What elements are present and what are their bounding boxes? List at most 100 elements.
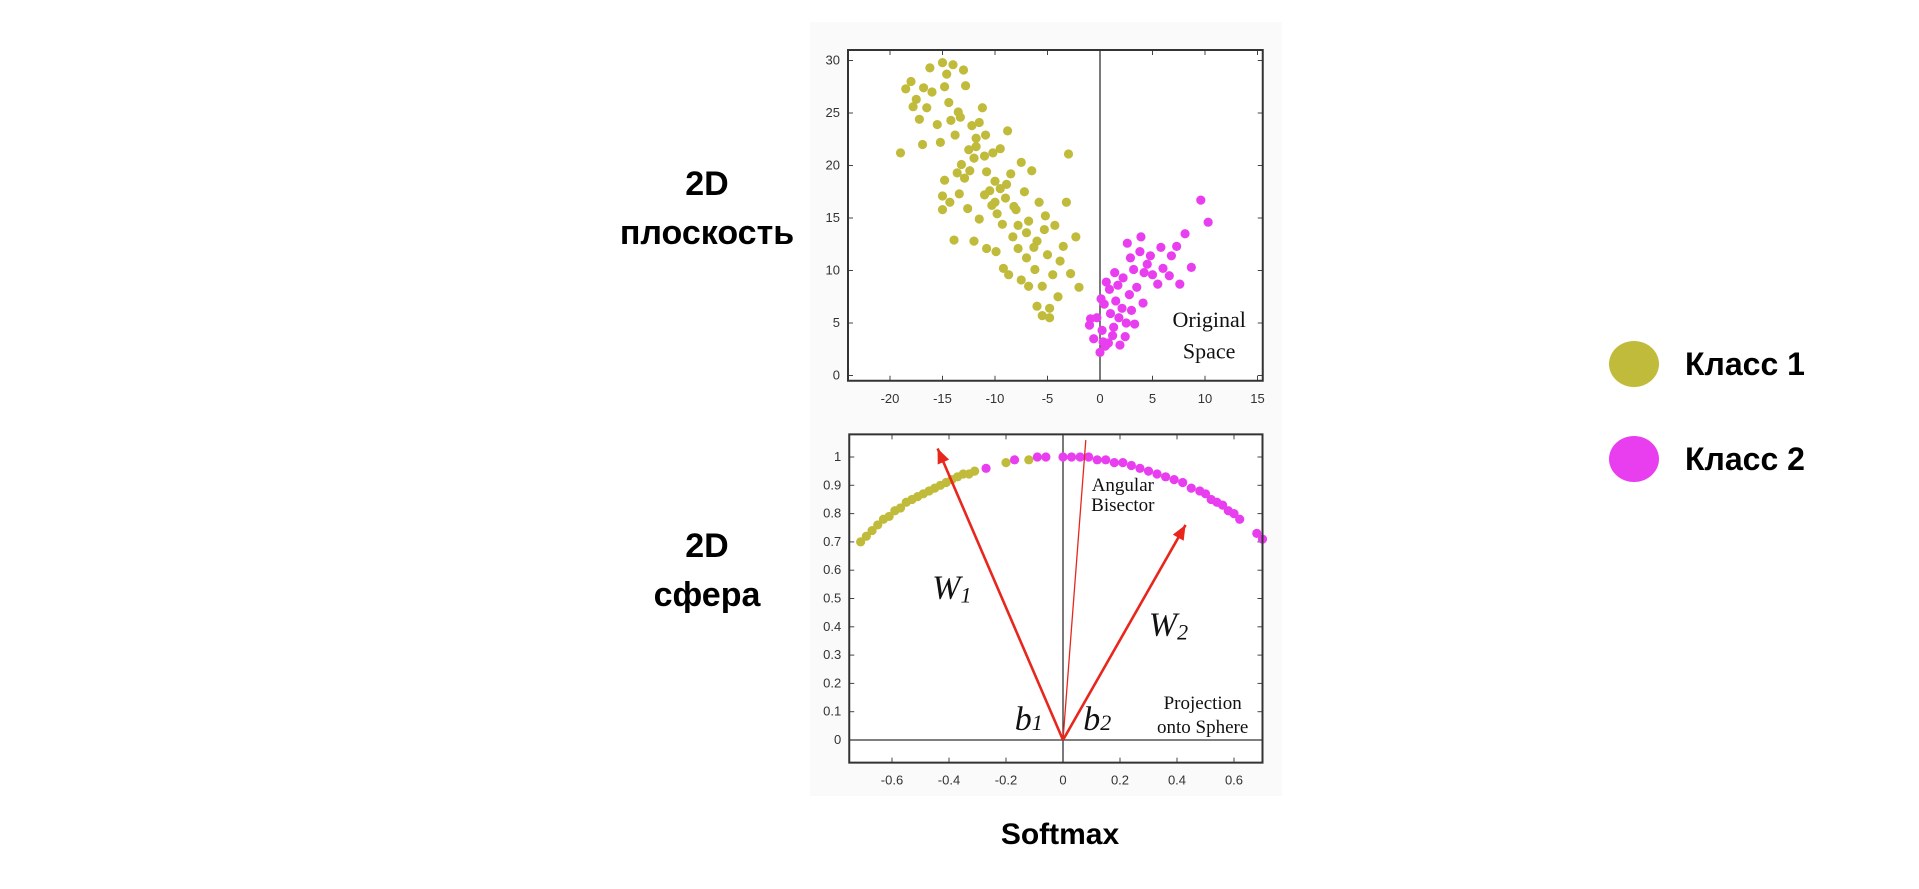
class1-point [971, 142, 981, 152]
class1-point [1074, 282, 1084, 292]
class1-point [884, 511, 894, 522]
class1-point [1055, 256, 1065, 266]
class2-point [1139, 268, 1149, 278]
class2-point [1135, 463, 1145, 473]
class1-point [1019, 187, 1029, 197]
class1-point [1029, 242, 1039, 252]
class1-point [1050, 220, 1060, 230]
class1-point [982, 167, 992, 177]
class2-point [1058, 452, 1068, 462]
class1-point [965, 166, 975, 176]
class2-point [1095, 347, 1105, 357]
class2-point [1169, 475, 1179, 485]
class2-point [1120, 332, 1130, 342]
class2-point [1164, 271, 1174, 281]
class1-point [861, 531, 871, 541]
class1-point [948, 60, 958, 70]
class1-point [1021, 253, 1032, 263]
annotation-original: Original [1173, 307, 1246, 332]
class1-point [1016, 275, 1026, 285]
class1-point [980, 130, 991, 140]
class1-point [937, 205, 948, 215]
annotation-space: Space [1183, 339, 1236, 364]
class1-point [1024, 281, 1034, 291]
sphere-label-line2: сфера [653, 576, 761, 614]
class2-point [1138, 298, 1148, 308]
class1-point [1009, 201, 1019, 212]
class2-point [1196, 195, 1206, 205]
class2-point [1092, 455, 1102, 465]
class2-point [1085, 314, 1096, 324]
class2-point [1166, 251, 1176, 261]
class1-point [949, 235, 959, 245]
x-tick-label: -0.2 [995, 773, 1017, 788]
class2-point [1075, 452, 1085, 462]
class2-point [1124, 290, 1134, 300]
class1-point [959, 173, 970, 183]
chart-1 [847, 49, 1264, 382]
class1-point [1021, 228, 1032, 238]
sphere-label: 2D сфера [587, 522, 827, 620]
class2-point [1147, 270, 1158, 280]
x-tick-label: 0.6 [1225, 773, 1243, 788]
class1-point [940, 175, 950, 185]
x-tick-label: 0 [1059, 773, 1066, 788]
plot-frame [847, 49, 1264, 382]
class1-point [1016, 157, 1026, 167]
x-tick-label: -10 [986, 391, 1005, 406]
class1-point [917, 139, 928, 150]
class2-point [1229, 508, 1239, 519]
angular-bisector-line [1062, 439, 1087, 741]
class2-point [1121, 318, 1131, 328]
class1-point [1001, 458, 1011, 468]
class2-point [1122, 238, 1132, 248]
class1-point [942, 69, 952, 79]
class1-point [927, 87, 937, 97]
arrowhead-icon [937, 448, 950, 465]
vector-w1-line [936, 447, 1065, 741]
class2-point [1132, 282, 1142, 292]
class1-point [1040, 211, 1050, 221]
class1-point [944, 97, 954, 108]
class1-point [1058, 241, 1068, 251]
x-tick-label: -0.6 [881, 773, 903, 788]
class2-point [1186, 483, 1196, 493]
class1-point [964, 145, 974, 155]
class2-swatch-icon [1609, 436, 1659, 482]
chart-2 [848, 433, 1268, 764]
class1-point [997, 219, 1007, 229]
class2-point [1101, 277, 1111, 287]
legend-label: Класс 1 [1685, 345, 1805, 382]
class2-point [1156, 242, 1166, 252]
class1-point [922, 103, 932, 113]
class2-point [1109, 458, 1119, 468]
class1-point [932, 119, 942, 130]
class1-point [977, 103, 988, 113]
class2-point [1111, 296, 1121, 306]
class1-point [967, 121, 977, 131]
class2-point [1115, 340, 1125, 350]
vector-w2-label: W2 [1149, 606, 1188, 644]
vector-w2-line [1061, 524, 1187, 741]
class1-point [979, 151, 990, 161]
class1-point [1000, 193, 1011, 203]
class1-point [1042, 250, 1053, 260]
class2-point [1096, 294, 1106, 304]
class2-point [1178, 477, 1188, 488]
class1-point [979, 190, 990, 200]
class2-point [1032, 452, 1042, 462]
legend-label: Класс 2 [1685, 440, 1805, 477]
plane-label-line1: 2D [685, 165, 729, 203]
bias-b1-label: b1 [1015, 701, 1043, 738]
class1-point [952, 168, 962, 178]
class1-point [974, 117, 984, 128]
annotation-projection: Projection [1164, 693, 1243, 714]
x-tick-label: 5 [1149, 391, 1156, 406]
class1-point [1048, 270, 1058, 280]
class2-point [1101, 455, 1111, 465]
x-tick-label: 0.2 [1111, 773, 1129, 788]
y-tick-label: 20 [826, 158, 840, 173]
class1-point [970, 466, 980, 476]
plot-frame [848, 433, 1264, 764]
